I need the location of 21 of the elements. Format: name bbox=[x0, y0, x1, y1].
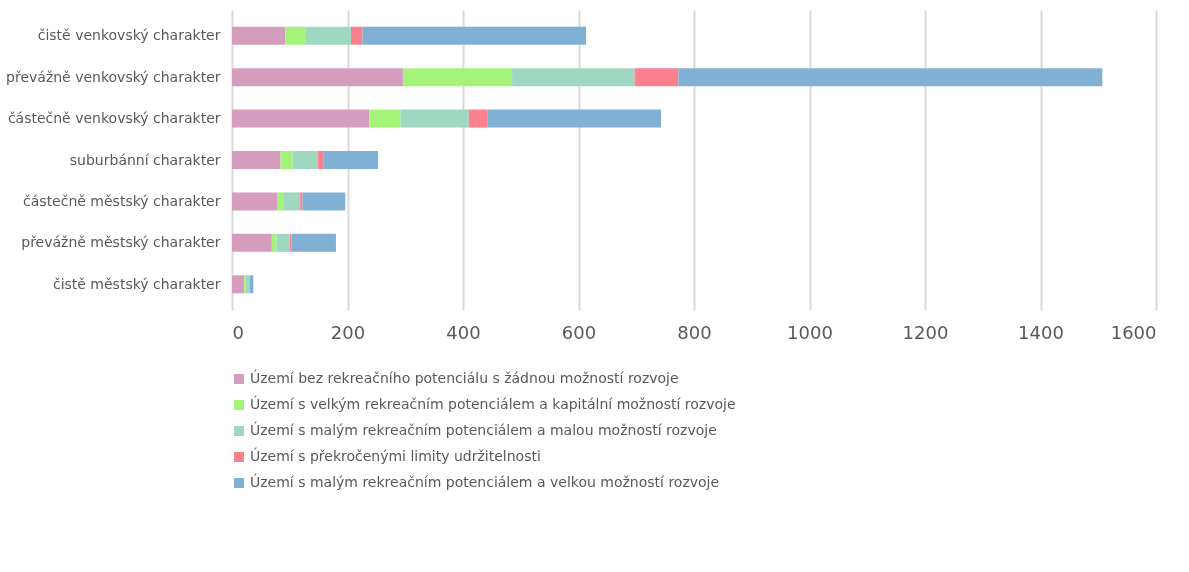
legend-label: Území s překročenými limity udržitelnosti bbox=[250, 447, 541, 464]
x-tick-label: 400 bbox=[446, 321, 481, 343]
x-tick-label: 800 bbox=[677, 321, 712, 343]
legend-label: Území bez rekreačního potenciálu s žádnou možností rozvoje bbox=[250, 369, 679, 386]
y-tick-label: částečně městský charakter bbox=[23, 192, 221, 209]
legend-label: Území s malým rekreačním potenciálem a velkou možností rozvoje bbox=[250, 473, 720, 490]
x-tick-label: 200 bbox=[330, 321, 366, 343]
legend-label: Území s velkým rekreačním potenciálem a kapitální možností rozvoje bbox=[250, 395, 736, 412]
y-tick-label: převážně venkovský charakter bbox=[6, 68, 221, 85]
x-tick-label: 1400 bbox=[1018, 321, 1064, 343]
y-tick-label: čistě městský charakter bbox=[52, 275, 221, 292]
y-tick-label: suburbánní charakter bbox=[69, 151, 221, 168]
y-tick-label: převážně městský charakter bbox=[21, 234, 221, 251]
x-tick-label: 1000 bbox=[787, 321, 833, 343]
x-tick-label: 1200 bbox=[902, 321, 949, 343]
x-tick-label: 1600 bbox=[1110, 321, 1157, 343]
legend-label: Území s malým rekreačním potenciálem a malou možností rozvoje bbox=[250, 421, 717, 438]
y-tick-label: částečně venkovský charakter bbox=[7, 110, 221, 127]
x-tick-label: 0 bbox=[232, 321, 244, 343]
x-tick-label: 600 bbox=[561, 321, 597, 343]
y-tick-label: čistě venkovský charakter bbox=[37, 27, 221, 44]
